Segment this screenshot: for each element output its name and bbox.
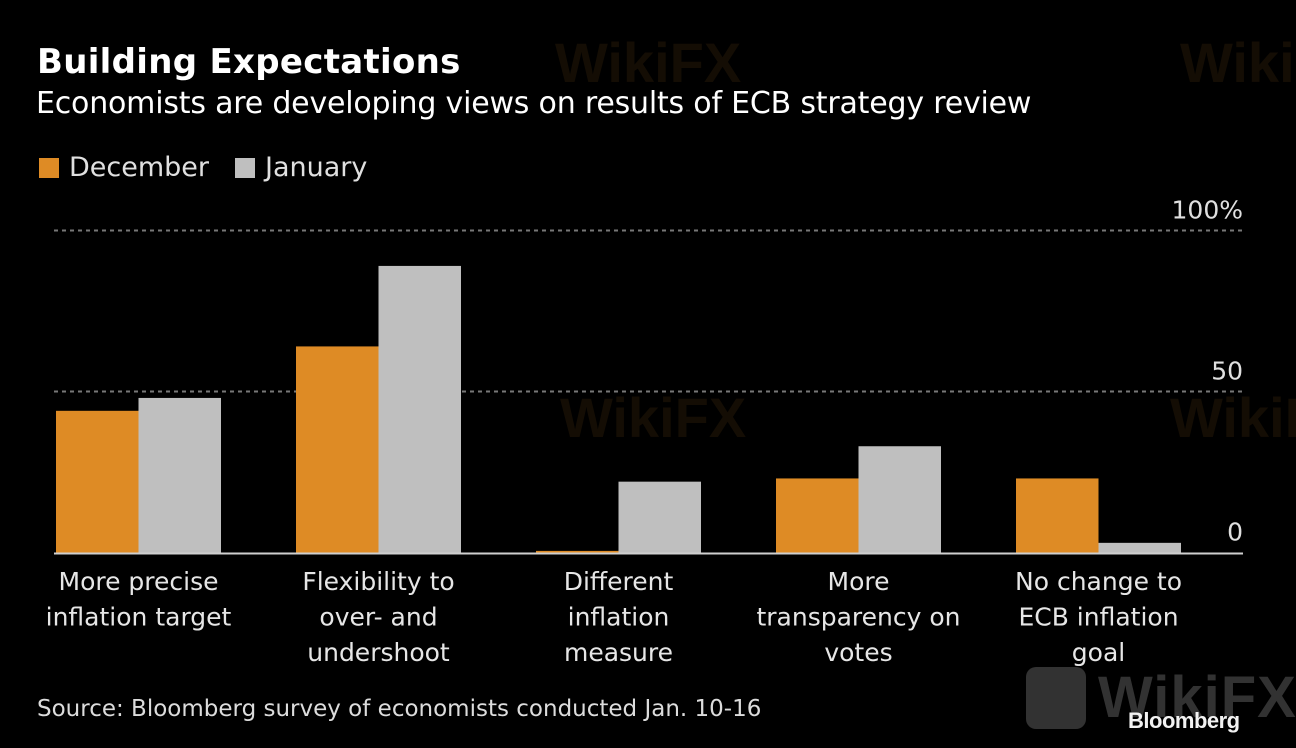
x-tick-labels: More precise inflation target Flexibility … <box>46 567 1182 667</box>
bar-january <box>858 446 941 553</box>
bloomberg-logo: Bloomberg <box>1128 708 1240 733</box>
x-tick-label-line: inflation target <box>46 603 232 632</box>
bar-december <box>1016 478 1099 553</box>
gridlines <box>54 229 1243 393</box>
x-tick-label-line: goal <box>1072 638 1125 667</box>
x-tick-label-line: Flexibility to <box>302 567 454 596</box>
x-tick-label: No change to ECB inflation goal <box>1015 567 1182 667</box>
legend-swatch-december <box>39 157 59 178</box>
legend-swatch-january <box>235 157 256 178</box>
bar-december <box>536 550 619 553</box>
legend-item-january: January <box>235 152 367 183</box>
y-tick-label: 50 <box>1211 357 1243 386</box>
y-tick-label: 0 <box>1227 518 1243 547</box>
legend-label-december: December <box>69 152 210 183</box>
bar-january <box>1098 542 1181 553</box>
x-tick-label-line: ECB inflation <box>1018 603 1178 632</box>
bar-december <box>296 346 379 553</box>
x-tick-label-line: inflation <box>568 603 670 632</box>
x-tick-label-line: transparency on <box>756 603 960 632</box>
legend-item-december: December <box>39 152 209 183</box>
bar-december <box>56 410 139 553</box>
x-tick-label-line: More precise <box>59 567 219 596</box>
x-tick-label-line: No change to <box>1015 567 1182 596</box>
y-tick-labels: 0 50 100% <box>1172 196 1243 547</box>
x-tick-label-line: votes <box>824 638 892 667</box>
y-tick-label: 100% <box>1172 196 1243 225</box>
chart-title: Building Expectations <box>37 42 461 82</box>
x-tick-label: Flexibility to over- and undershoot <box>302 567 454 667</box>
x-tick-label-line: measure <box>564 638 673 667</box>
chart-subtitle: Economists are developing views on resul… <box>36 86 1032 121</box>
bars <box>56 265 1181 553</box>
x-tick-label: More transparency on votes <box>756 567 960 667</box>
bar-january <box>378 265 461 553</box>
legend: December January <box>39 152 393 183</box>
bar-chart: 0 50 100% More precise inflation target Flex… <box>46 196 1243 667</box>
x-tick-label: Different inflation measure <box>564 567 674 667</box>
x-tick-label-line: undershoot <box>307 638 450 667</box>
bar-january <box>618 481 701 553</box>
bar-december <box>776 478 859 553</box>
x-tick-label-line: Different <box>564 567 674 596</box>
x-tick-label-line: over- and <box>319 603 437 632</box>
bar-january <box>138 397 221 553</box>
x-tick-label-line: More <box>828 567 890 596</box>
x-tick-label: More precise inflation target <box>46 567 232 632</box>
source-note: Source: Bloomberg survey of economists c… <box>37 696 762 722</box>
legend-label-january: January <box>265 152 368 183</box>
